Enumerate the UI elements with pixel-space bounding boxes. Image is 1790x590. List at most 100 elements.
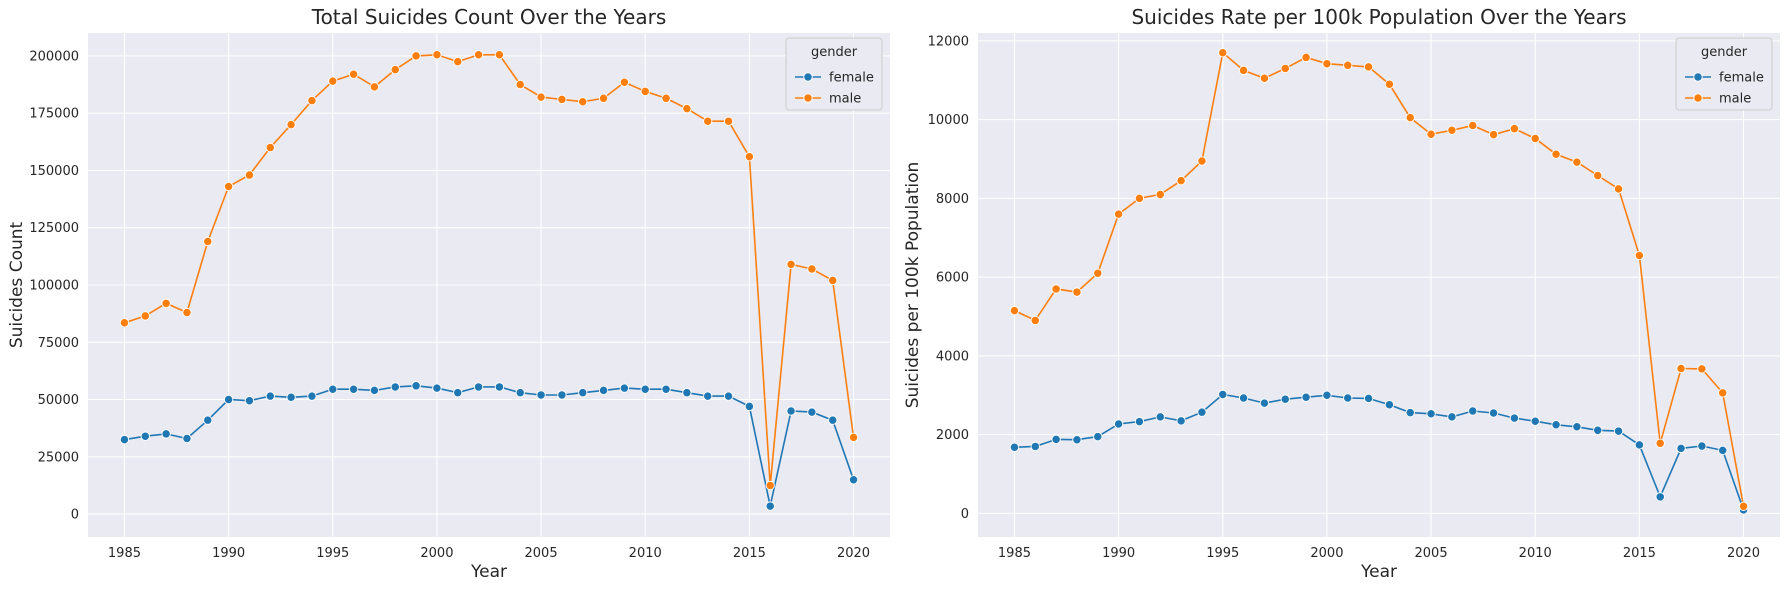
- data-point-male: [703, 116, 713, 126]
- data-point-male: [1405, 113, 1415, 123]
- data-point-male: [1593, 170, 1603, 181]
- data-point-male: [182, 307, 192, 318]
- data-point-male: [848, 432, 859, 442]
- data-point-male: [286, 119, 296, 130]
- data-point-male: [1051, 284, 1061, 294]
- data-point-male: [328, 76, 338, 86]
- data-point-male: [1009, 305, 1020, 316]
- data-point-male: [1322, 59, 1332, 69]
- data-point-male: [1384, 79, 1395, 89]
- data-point-female: [348, 384, 359, 394]
- data-point-female: [1363, 393, 1374, 404]
- data-point-female: [1426, 409, 1436, 419]
- x-tick-label: 1995: [316, 546, 349, 561]
- x-tick-label: 1990: [1102, 546, 1135, 561]
- y-tick-label: 2000: [936, 428, 969, 443]
- y-tick-label: 100000: [29, 279, 79, 294]
- data-point-male: [1738, 501, 1749, 511]
- data-point-male: [1301, 52, 1311, 63]
- data-point-female: [661, 384, 671, 394]
- data-point-female: [598, 385, 609, 396]
- data-point-male: [1363, 62, 1374, 72]
- data-point-male: [619, 77, 630, 87]
- y-tick-label: 0: [961, 507, 969, 522]
- data-point-female: [1509, 413, 1520, 423]
- y-tick-label: 125000: [29, 221, 79, 236]
- x-tick-label: 1990: [212, 546, 245, 561]
- data-point-female: [203, 415, 213, 425]
- legend-swatch-marker: [803, 93, 813, 103]
- data-point-male: [598, 93, 609, 103]
- data-point-male: [744, 152, 755, 162]
- x-tick-label: 2005: [525, 546, 558, 561]
- data-point-male: [1551, 149, 1561, 159]
- data-point-female: [1447, 412, 1457, 422]
- data-point-female: [328, 384, 338, 394]
- legend-swatch-marker: [1693, 93, 1703, 103]
- data-point-female: [1572, 422, 1582, 432]
- data-point-female: [557, 390, 567, 400]
- x-axis-label: Year: [1360, 562, 1397, 582]
- data-point-male: [1218, 48, 1228, 58]
- data-point-female: [182, 433, 192, 444]
- x-tick-label: 2020: [1727, 546, 1760, 561]
- chart-title: Total Suicides Count Over the Years: [311, 5, 666, 29]
- data-point-male: [140, 311, 150, 321]
- legend-swatch-marker: [1693, 72, 1703, 82]
- y-tick-label: 150000: [29, 164, 79, 179]
- legend-swatch-marker: [803, 72, 813, 82]
- data-point-female: [765, 501, 775, 511]
- data-point-male: [1093, 268, 1103, 278]
- data-point-male: [244, 170, 255, 180]
- x-tick-label: 1985: [998, 546, 1031, 561]
- data-point-female: [828, 415, 838, 425]
- plot-background: [978, 33, 1780, 537]
- x-tick-label: 2020: [837, 546, 870, 561]
- data-point-male: [828, 275, 838, 286]
- data-point-male: [1197, 156, 1207, 166]
- data-point-female: [1051, 434, 1061, 444]
- data-point-female: [786, 406, 796, 416]
- legend-title: gender: [811, 45, 858, 60]
- data-point-female: [1343, 393, 1353, 403]
- data-point-female: [1468, 406, 1478, 416]
- data-point-male: [1655, 438, 1665, 448]
- data-point-female: [723, 391, 734, 401]
- data-point-male: [1238, 65, 1249, 76]
- legend-entry-female: female: [1719, 71, 1764, 86]
- data-point-male: [515, 79, 525, 90]
- data-point-female: [1238, 393, 1249, 403]
- data-point-male: [1134, 193, 1145, 204]
- data-point-male: [223, 181, 234, 192]
- data-point-female: [640, 384, 650, 394]
- data-point-female: [432, 383, 442, 393]
- data-point-female: [1718, 445, 1728, 456]
- data-point-female: [265, 391, 275, 401]
- data-point-female: [1176, 416, 1186, 426]
- data-point-female: [1009, 442, 1020, 452]
- data-point-female: [1322, 390, 1332, 400]
- data-point-female: [1113, 419, 1124, 429]
- data-point-male: [536, 92, 546, 102]
- data-point-female: [307, 391, 317, 401]
- data-point-male: [1280, 63, 1290, 74]
- y-tick-label: 200000: [29, 49, 79, 64]
- y-tick-label: 0: [71, 508, 79, 523]
- y-tick-label: 8000: [936, 192, 969, 207]
- data-point-female: [1488, 408, 1499, 418]
- data-point-male: [1634, 250, 1645, 261]
- data-point-male: [203, 236, 213, 247]
- data-point-female: [1259, 398, 1270, 408]
- data-point-female: [1030, 441, 1040, 452]
- data-point-female: [1155, 412, 1165, 422]
- data-point-male: [1343, 60, 1353, 70]
- data-point-male: [1259, 73, 1270, 83]
- data-point-female: [1280, 394, 1290, 404]
- chart-panel-1: 1985 1990 1995 2000 2005 2010 2015 2020 0 25000 50…: [7, 5, 890, 582]
- data-point-male: [369, 82, 380, 92]
- y-tick-label: 12000: [928, 34, 969, 49]
- x-tick-label: 1985: [108, 546, 141, 561]
- x-axis-label: Year: [470, 562, 507, 582]
- data-point-male: [1697, 364, 1707, 374]
